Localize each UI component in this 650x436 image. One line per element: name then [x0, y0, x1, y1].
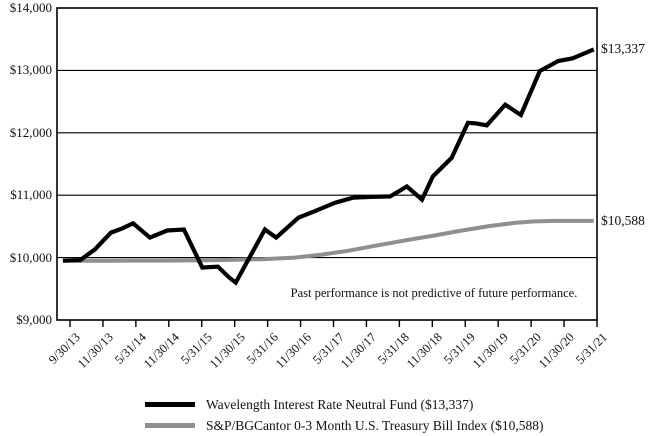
index-line-swatch: [145, 423, 195, 428]
index-line: [62, 218, 594, 263]
y-axis-label: $9,000: [16, 312, 52, 327]
fund-line: [62, 47, 595, 286]
chart-annotation: Past performance is not predictive of fu…: [290, 286, 578, 300]
legend-item-fund: Wavelength Interest Rate Neutral Fund ($…: [145, 394, 544, 415]
index-end-value-label: $10,588: [601, 212, 645, 228]
y-axis-label: $14,000: [9, 0, 52, 15]
y-axis-label: $13,000: [9, 62, 52, 78]
fund-legend-label: Wavelength Interest Rate Neutral Fund ($…: [206, 396, 474, 412]
index-legend-label: S&P/BGCantor 0-3 Month U.S. Treasury Bil…: [206, 417, 544, 433]
legend-item-index: S&P/BGCantor 0-3 Month U.S. Treasury Bil…: [145, 415, 544, 436]
plot-border: [56, 7, 598, 321]
y-axis-label: $12,000: [9, 124, 52, 140]
chart-legend: Wavelength Interest Rate Neutral Fund ($…: [145, 394, 544, 436]
fund-end-value-label: $13,337: [601, 41, 645, 57]
fund-line-swatch: [145, 402, 195, 407]
y-axis-label: $10,000: [9, 249, 52, 265]
y-axis-label: $11,000: [10, 187, 52, 203]
